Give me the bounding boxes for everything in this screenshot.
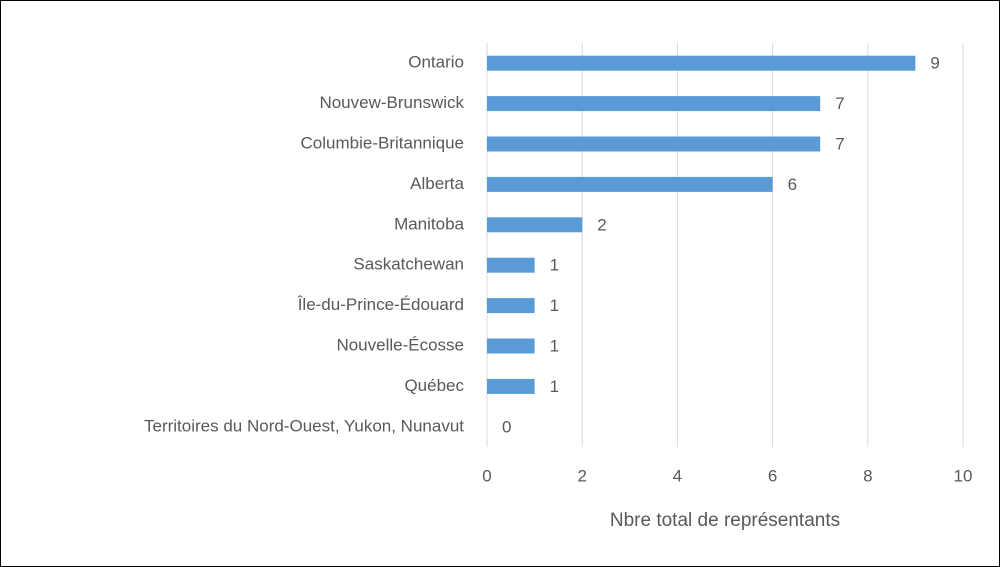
data-label: 1 bbox=[550, 336, 559, 355]
y-tick-label: Saskatchewan bbox=[353, 255, 464, 274]
x-tick-label: 2 bbox=[577, 466, 586, 485]
data-label: 1 bbox=[550, 296, 559, 315]
data-label: 7 bbox=[835, 134, 844, 153]
data-label: 1 bbox=[550, 377, 559, 396]
y-tick-label: Columbie-Britannique bbox=[301, 133, 464, 152]
y-tick-label: Nouvelle-Écosse bbox=[336, 335, 464, 354]
data-label: 2 bbox=[597, 215, 606, 234]
bar bbox=[487, 298, 535, 314]
y-tick-label: Ontario bbox=[408, 53, 464, 72]
bar bbox=[487, 338, 535, 354]
y-tick-label: Territoires du Nord-Ouest, Yukon, Nunavu… bbox=[144, 416, 464, 435]
bar bbox=[487, 378, 535, 394]
x-axis-label: Nbre total de représentants bbox=[610, 510, 840, 531]
data-label: 7 bbox=[835, 94, 844, 113]
x-tick-label: 6 bbox=[768, 466, 777, 485]
y-tick-label: Alberta bbox=[410, 174, 464, 193]
y-tick-label: Québec bbox=[404, 376, 464, 395]
bar bbox=[487, 136, 821, 152]
y-tick-label: Île-du-Prince-Édouard bbox=[297, 295, 464, 314]
x-tick-label: 8 bbox=[863, 466, 872, 485]
data-label: 1 bbox=[550, 256, 559, 275]
data-label: 6 bbox=[788, 175, 797, 194]
bar bbox=[487, 55, 916, 71]
bar bbox=[487, 96, 821, 112]
y-tick-label: Manitoba bbox=[394, 214, 464, 233]
bar bbox=[487, 217, 583, 233]
bar bbox=[487, 257, 535, 273]
bar bbox=[487, 176, 773, 192]
y-tick-label: Nouvew-Brunswick bbox=[319, 93, 464, 112]
x-tick-label: 10 bbox=[954, 466, 973, 485]
data-label: 9 bbox=[930, 54, 939, 73]
x-tick-label: 4 bbox=[673, 466, 682, 485]
x-tick-label: 0 bbox=[482, 466, 491, 485]
data-label: 0 bbox=[502, 417, 511, 436]
